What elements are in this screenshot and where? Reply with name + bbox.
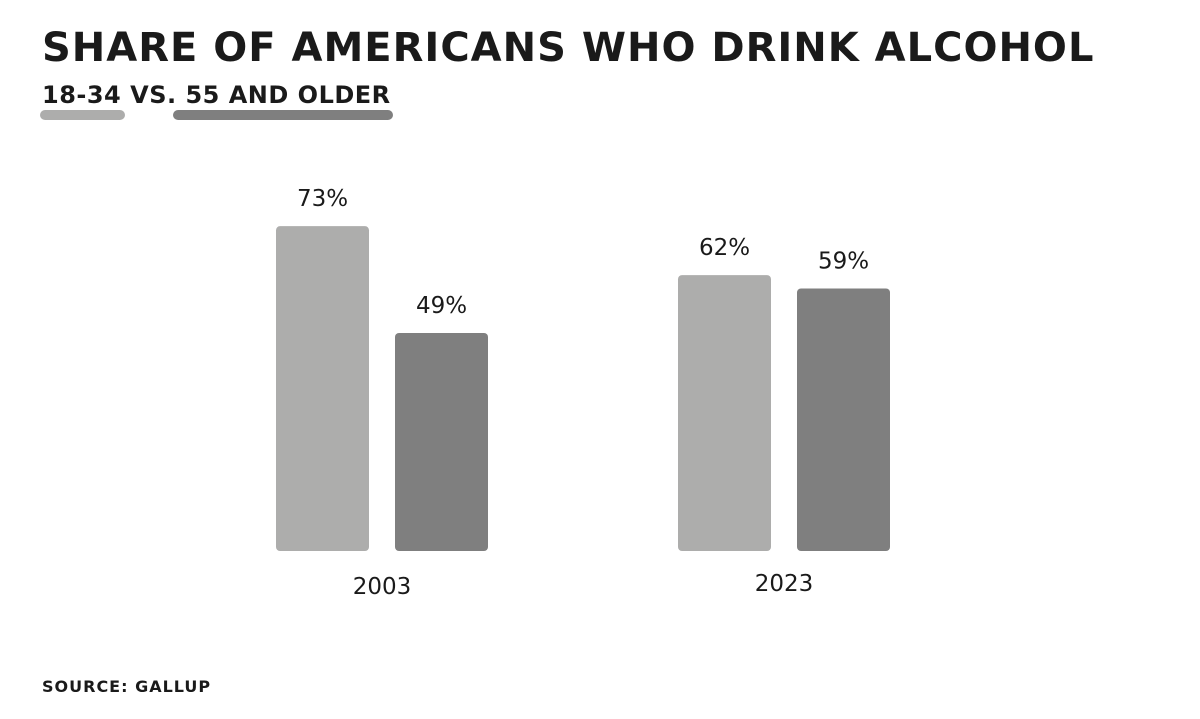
legend-series-a-label: 18-34 [42,81,122,109]
bar-2003-series-b [395,332,488,551]
x-tick-label-2003: 2003 [353,574,412,600]
legend-series-a: 18-34 [42,80,121,110]
source-note: SOURCE: GALLUP [42,677,212,696]
chart-subtitle: 18-34 VS. 55 AND OLDER [42,80,391,110]
legend-swatch-series-a [40,110,125,120]
legend-swatch-series-b [173,110,393,120]
data-label-2023-series-b: 59% [818,248,869,274]
legend-separator: VS. [130,81,177,109]
legend-series-b: 55 AND OLDER [185,80,390,110]
x-tick-label-2023: 2023 [755,571,814,597]
legend-series-b-label: 55 AND OLDER [185,81,391,109]
data-label-2023-series-a: 62% [699,235,750,261]
data-label-2003-series-b: 49% [416,293,467,319]
bar-2003-series-a [276,226,369,551]
data-label-2003-series-a: 73% [297,186,348,212]
chart-title: SHARE OF AMERICANS WHO DRINK ALCOHOL [42,25,1095,71]
bar-2023-series-b [797,288,890,551]
bar-2023-series-a [678,275,771,551]
